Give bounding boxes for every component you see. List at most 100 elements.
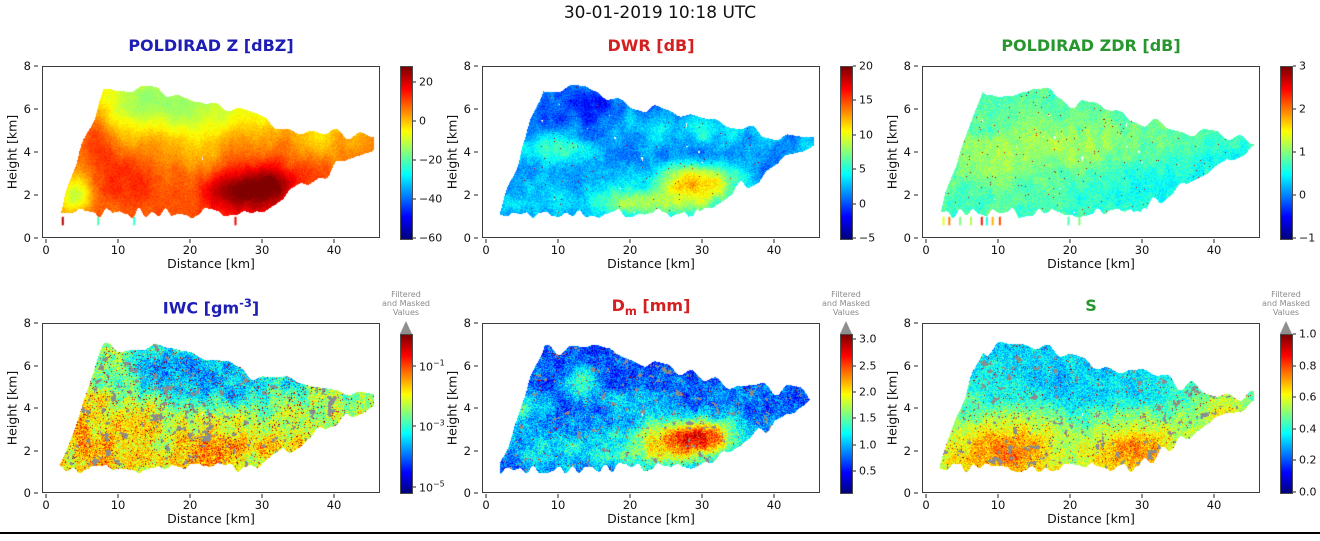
x-tick-label: 10	[990, 243, 1006, 257]
x-axis-ticks: 0 10 20 30 40	[482, 239, 820, 257]
y-tick-label: 2	[463, 443, 471, 458]
x-axis-label: Distance [km]	[167, 511, 255, 526]
y-tick-mark	[34, 151, 38, 153]
s-heatmap-canvas	[923, 324, 1259, 492]
cb-tick-mark	[853, 134, 856, 136]
cb-tick-mark	[413, 365, 416, 367]
x-tick-mark	[925, 239, 927, 243]
x-tick-label: 0	[922, 498, 930, 512]
cb-tick-label: 2	[1299, 102, 1306, 116]
x-axis-ticks: 0 10 20 30 40	[42, 239, 380, 257]
cb-tick-label: −1	[1299, 231, 1316, 245]
y-tick-mark	[34, 322, 38, 324]
y-tick-mark	[474, 108, 478, 110]
x-tick-label: 10	[110, 243, 126, 257]
cb-tick-label: 3	[1299, 59, 1306, 73]
panel-title: IWC [gm-3]	[162, 296, 260, 318]
x-tick-label: 20	[1062, 243, 1078, 257]
x-tick-label: 20	[622, 498, 638, 512]
cb-tick-mark	[1293, 491, 1296, 493]
x-tick-label: 30	[254, 498, 270, 512]
plot-area	[922, 66, 1260, 238]
y-tick-mark	[474, 450, 478, 451]
figure-title: 30-01-2019 10:18 UTC	[563, 3, 757, 23]
x-axis-label: Distance [km]	[607, 511, 695, 526]
x-tick-mark	[1141, 494, 1143, 498]
y-tick-mark	[34, 194, 38, 196]
y-tick-label: 4	[23, 401, 31, 415]
cb-tick-label: 0	[859, 197, 866, 211]
plot-area	[42, 323, 380, 493]
y-tick-mark	[474, 237, 478, 239]
cb-tick-mark	[853, 99, 856, 101]
y-tick-label: 0	[23, 486, 31, 500]
colorbar-ticks: 20 15 10 5 0 −5	[853, 60, 908, 245]
cb-tick-mark	[1293, 428, 1296, 430]
y-tick-mark	[34, 65, 38, 67]
cb-tick-mark	[413, 120, 416, 122]
colorbar-extend-arrow-icon	[840, 321, 852, 334]
y-tick-label: 2	[463, 188, 471, 202]
cb-tick-mark	[413, 81, 416, 83]
x-tick-mark	[117, 494, 119, 498]
y-tick-label: 0	[903, 231, 911, 245]
x-tick-label: 20	[182, 243, 198, 257]
y-tick-label: 0	[463, 486, 471, 500]
y-tick-label: 2	[23, 188, 31, 202]
colorbar-ticks: 3.0 2.5 2.0 1.5 1.0 0.5	[853, 333, 908, 492]
cb-tick-mark	[853, 168, 856, 170]
iwc-heatmap-canvas	[43, 324, 379, 492]
x-tick-label: 10	[550, 243, 566, 257]
cb-tick-label: 1.0	[1299, 327, 1317, 341]
y-tick-label: 0	[903, 486, 911, 500]
x-tick-mark	[629, 494, 631, 498]
y-tick-label: 6	[903, 102, 911, 116]
y-tick-label: 2	[903, 443, 911, 458]
x-tick-mark	[773, 494, 775, 498]
y-tick-mark	[914, 237, 918, 239]
cb-tick-label: 0.5	[859, 464, 877, 478]
cb-tick-label: 10−1	[419, 358, 445, 373]
y-tick-label: 2	[903, 188, 911, 202]
colorbar-gradient-canvas	[401, 67, 412, 239]
x-tick-label: 0	[482, 498, 490, 512]
x-axis-ticks: 0 10 20 30 40	[42, 494, 380, 512]
y-tick-label: 6	[903, 358, 911, 373]
y-tick-label: 6	[463, 102, 471, 116]
x-tick-mark	[557, 239, 559, 243]
colorbar	[1280, 334, 1293, 494]
y-tick-label: 6	[23, 102, 31, 116]
y-tick-label: 6	[463, 358, 471, 373]
y-tick-mark	[474, 322, 478, 324]
cb-tick-mark	[853, 365, 856, 367]
x-tick-label: 40	[326, 243, 342, 257]
cb-tick-label: 0.4	[1299, 422, 1317, 436]
x-tick-label: 20	[182, 498, 198, 512]
x-tick-label: 20	[1062, 498, 1078, 512]
x-tick-mark	[997, 494, 999, 498]
cb-tick-label: 10−3	[419, 418, 445, 433]
cb-tick-mark	[413, 159, 416, 161]
cb-tick-mark	[853, 417, 856, 419]
plot-area	[482, 66, 820, 238]
cb-tick-mark	[853, 203, 856, 205]
cb-tick-mark	[853, 338, 856, 340]
colorbar-annotation: Filtered and Masked Values	[822, 290, 870, 317]
y-tick-mark	[914, 322, 918, 324]
x-axis-ticks: 0 10 20 30 40	[922, 239, 1260, 257]
dwr-heatmap-canvas	[483, 67, 819, 237]
x-tick-label: 30	[1134, 243, 1150, 257]
cb-tick-label: 10	[859, 128, 873, 142]
y-tick-mark	[914, 151, 918, 153]
x-tick-mark	[261, 494, 263, 498]
cb-tick-label: 10−5	[419, 479, 445, 495]
cb-tick-mark	[1293, 459, 1296, 461]
y-tick-label: 4	[463, 145, 471, 159]
x-tick-label: 10	[990, 498, 1006, 512]
y-tick-mark	[34, 450, 38, 451]
cb-tick-mark	[1293, 65, 1296, 67]
colorbar	[400, 66, 413, 240]
